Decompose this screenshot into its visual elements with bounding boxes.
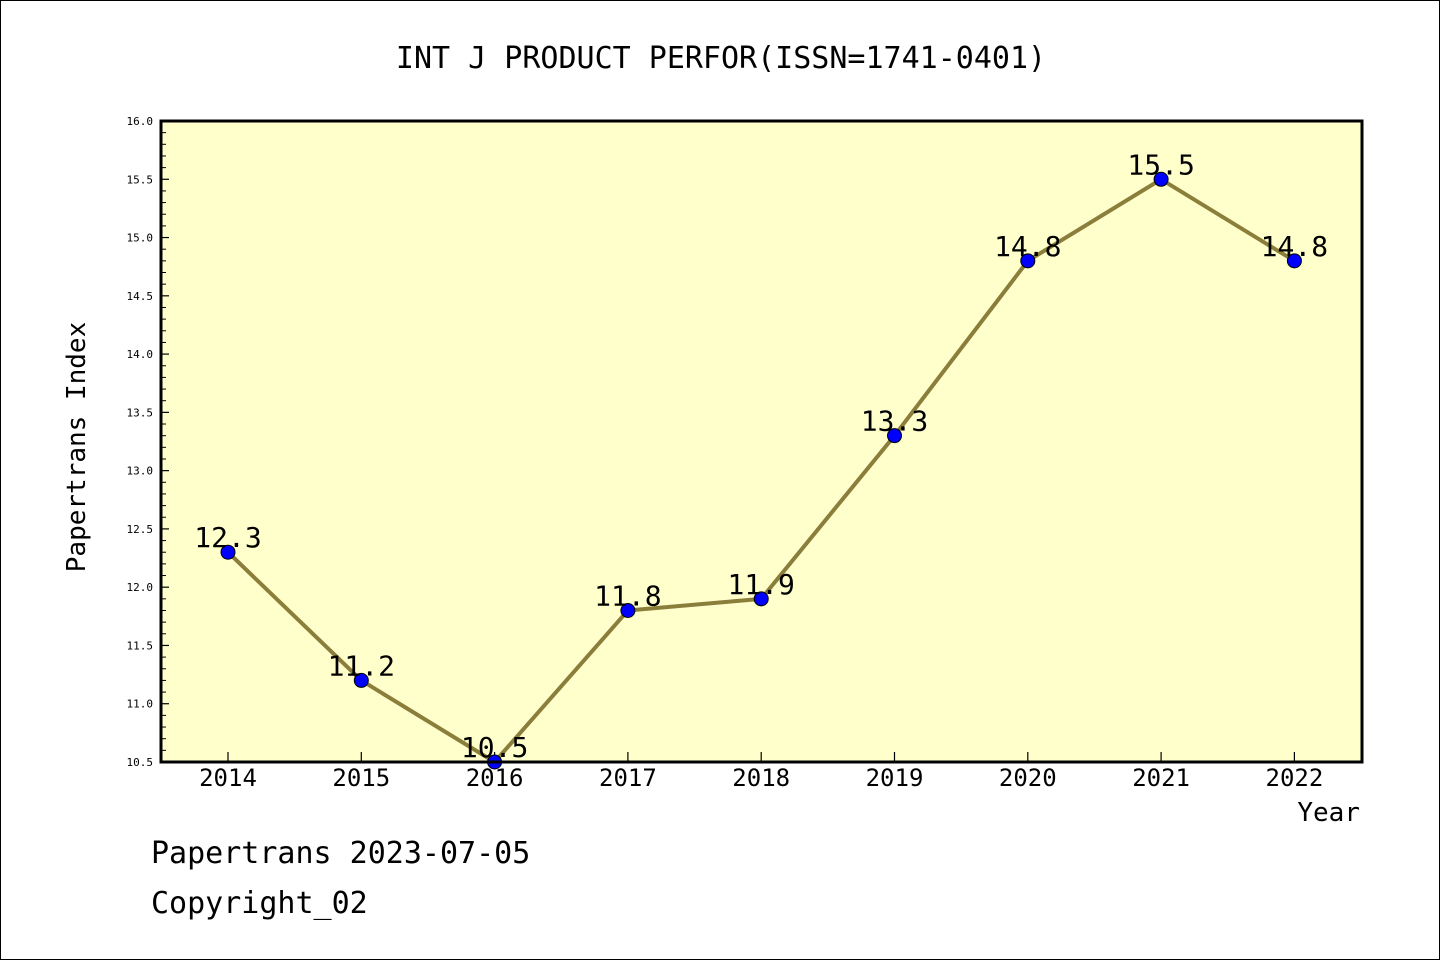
y-axis-label: Papertrans Index [62, 322, 92, 572]
data-point [887, 428, 902, 444]
y-tick-label: 12.5 [127, 523, 154, 536]
plot-border [159, 119, 1364, 764]
y-tick-label: 13.5 [127, 406, 154, 419]
x-tick-label: 2020 [999, 764, 1057, 792]
data-labels: 12.3 11.2 10.5 11.8 11.9 13.3 14.8 15.5 14.8 [194, 148, 1328, 764]
y-tick-label: 15.5 [127, 173, 154, 186]
x-axis: 2014 2015 2016 2017 2018 2019 2020 2021 2022 [199, 752, 1323, 792]
data-label: 10.5 [461, 731, 528, 764]
x-tick-label: 2022 [1266, 764, 1324, 792]
data-label: 11.9 [727, 568, 794, 601]
x-axis-label: Year [1297, 798, 1360, 828]
data-point [620, 602, 636, 618]
y-tick-label: 10.5 [127, 756, 154, 769]
footer-copyright: Copyright_02 [151, 886, 368, 921]
y-tick-label: 14.0 [127, 348, 154, 361]
data-label: 12.3 [194, 521, 261, 554]
x-tick-label: 2017 [599, 764, 657, 792]
y-tick-label: 14.5 [127, 290, 154, 303]
y-tick-label: 11.0 [127, 698, 154, 711]
x-tick-label: 2014 [199, 764, 257, 792]
data-point [1286, 253, 1302, 269]
data-point [220, 544, 236, 560]
plot-area [161, 121, 1362, 762]
series-1 [220, 171, 1302, 770]
x-tick-label: 2021 [1132, 764, 1190, 792]
data-point [1153, 171, 1169, 187]
y-tick-label: 11.5 [127, 639, 154, 652]
data-point [1020, 253, 1036, 269]
y-tick-label: 12.0 [127, 581, 154, 594]
data-label: 15.5 [1127, 148, 1194, 181]
data-label: 11.8 [594, 579, 661, 612]
x-tick-label: 2015 [332, 764, 390, 792]
y-axis: 10.5 11.0 11.5 12.0 12.5 13.0 13.5 14.0 14.5 15.0… [127, 115, 169, 769]
data-label: 13.3 [861, 405, 928, 438]
footer-date: Papertrans 2023-07-05 [151, 836, 531, 871]
y-tick-label: 13.0 [127, 465, 154, 478]
data-label: 14.8 [994, 230, 1061, 263]
x-tick-label: 2019 [866, 764, 924, 792]
y-tick-label: 16.0 [127, 115, 154, 128]
data-point [353, 672, 369, 688]
data-point [753, 591, 769, 607]
chart-title: INT J PRODUCT PERFOR(ISSN=1741-0401) [396, 41, 1046, 76]
y-tick-label: 15.0 [127, 232, 154, 245]
data-label: 14.8 [1261, 230, 1328, 263]
x-tick-label: 2018 [732, 764, 790, 792]
data-label: 11.2 [328, 649, 395, 682]
